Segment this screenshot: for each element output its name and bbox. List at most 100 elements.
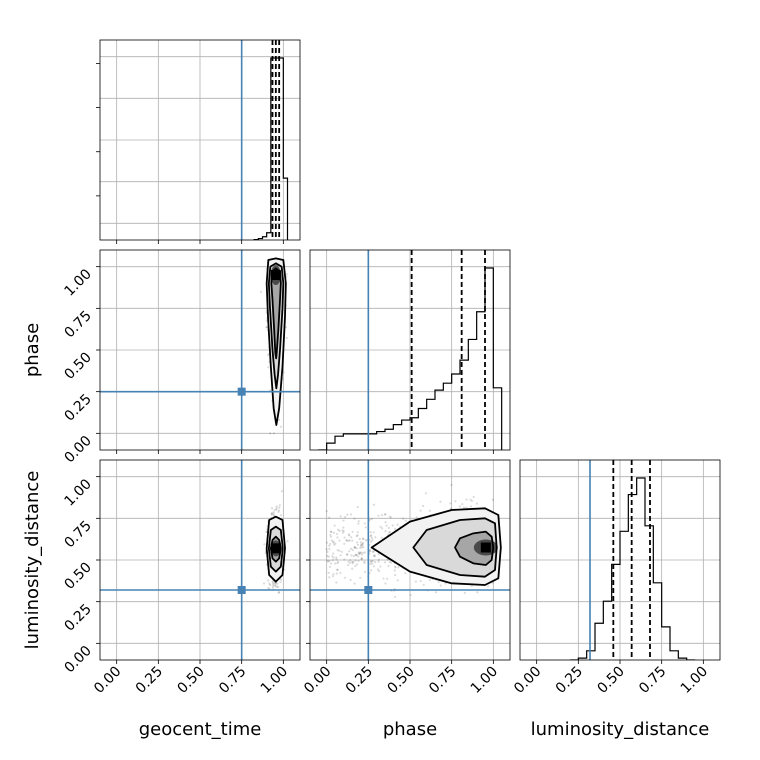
panel-phase-vs-luminosity-distance-sample bbox=[372, 531, 375, 534]
panel-phase-vs-luminosity-distance-sample bbox=[354, 546, 357, 549]
panel-phase-vs-luminosity-distance-sample bbox=[346, 513, 349, 516]
panel-phase-vs-luminosity-distance-sample bbox=[338, 549, 341, 552]
panel-geocent-time-vs-phase-sample bbox=[279, 425, 282, 428]
panel-phase-vs-luminosity-distance-sample bbox=[343, 558, 346, 561]
panel-phase-vs-luminosity-distance-sample bbox=[364, 526, 367, 529]
hist-luminosity-distance-xtick-label-4: 1.00 bbox=[678, 664, 711, 697]
panel-phase-vs-luminosity-distance-sample bbox=[361, 543, 364, 546]
panel-phase-vs-luminosity-distance-panel: 0.00 0.25 0.50 0.75 1.00 bbox=[301, 459, 511, 697]
panel-phase-vs-luminosity-distance-sample bbox=[361, 551, 365, 554]
panel-phase-vs-luminosity-distance-sample bbox=[469, 498, 472, 501]
panel-phase-vs-luminosity-distance-sample bbox=[384, 530, 387, 533]
panel-phase-vs-luminosity-distance-sample bbox=[369, 535, 372, 538]
panel-phase-vs-luminosity-distance-sample bbox=[470, 584, 473, 587]
panel-geocent-time-vs-phase-sample bbox=[278, 418, 281, 422]
panel-phase-vs-luminosity-distance-sample bbox=[336, 562, 339, 565]
panel-phase-vs-luminosity-distance-sample bbox=[356, 534, 359, 537]
panel-phase-vs-luminosity-distance-sample bbox=[329, 533, 332, 537]
panel-phase-vs-luminosity-distance-sample bbox=[342, 526, 345, 529]
panel-phase-vs-luminosity-distance-sample bbox=[331, 559, 334, 562]
panel-phase-vs-luminosity-distance-sample bbox=[355, 563, 359, 566]
panel-phase-vs-luminosity-distance-sample bbox=[450, 483, 453, 487]
panel-phase-vs-luminosity-distance-sample bbox=[332, 552, 335, 555]
panel-phase-vs-luminosity-distance-sample bbox=[347, 533, 350, 536]
labels-layer: geocent_time phase luminosity_distance p… bbox=[22, 323, 709, 740]
hist-geocent-time-steps bbox=[253, 57, 289, 240]
panel-phase-vs-luminosity-distance-sample bbox=[348, 561, 351, 565]
panel-geocent-time-vs-luminosity-distance-sample bbox=[271, 581, 274, 584]
panel-geocent-time-vs-luminosity-distance-sample bbox=[267, 579, 270, 582]
panel-phase-vs-luminosity-distance-sample bbox=[336, 549, 339, 552]
y-axis-label-phase: phase bbox=[22, 323, 43, 377]
panel-phase-vs-luminosity-distance-sample bbox=[349, 513, 353, 516]
panel-phase-vs-luminosity-distance-sample bbox=[350, 554, 353, 557]
panel-phase-vs-luminosity-distance-sample bbox=[347, 539, 350, 542]
panel-geocent-time-vs-luminosity-distance-sample bbox=[278, 590, 281, 594]
panel-phase-vs-luminosity-distance-sample bbox=[384, 521, 387, 524]
panel-phase-vs-luminosity-distance-sample bbox=[462, 506, 466, 509]
panel-phase-vs-luminosity-distance-sample bbox=[424, 492, 427, 495]
panel-geocent-time-vs-luminosity-distance-ytick-label-3: 0.75 bbox=[61, 518, 94, 551]
panel-phase-vs-luminosity-distance-sample bbox=[419, 509, 422, 512]
panel-geocent-time-vs-luminosity-distance-sample bbox=[272, 511, 275, 514]
panel-geocent-time-vs-luminosity-distance-sample bbox=[268, 582, 271, 585]
panel-phase-vs-luminosity-distance-sample bbox=[487, 585, 490, 588]
panel-phase-vs-luminosity-distance-clipped bbox=[325, 483, 502, 598]
panel-geocent-time-vs-luminosity-distance-sample bbox=[272, 512, 275, 515]
panel-phase-vs-luminosity-distance-sample bbox=[415, 516, 418, 519]
panel-phase-vs-luminosity-distance-sample bbox=[380, 536, 383, 539]
panel-phase-vs-luminosity-distance-sample bbox=[328, 565, 331, 568]
panel-phase-vs-luminosity-distance-sample bbox=[369, 560, 372, 563]
panel-phase-vs-luminosity-distance-sample bbox=[409, 593, 412, 597]
panel-geocent-time-vs-luminosity-distance-contour-1 bbox=[267, 525, 284, 573]
hist-geocent-time-panel bbox=[96, 39, 301, 244]
panel-phase-vs-luminosity-distance-sample bbox=[363, 570, 367, 573]
panel-phase-vs-luminosity-distance-sample bbox=[387, 531, 391, 534]
hist-luminosity-distance-xtick-label-0: 0.00 bbox=[511, 664, 544, 697]
panel-phase-vs-luminosity-distance-xtick-label-3: 0.75 bbox=[426, 664, 459, 697]
panel-phase-vs-luminosity-distance-sample bbox=[359, 544, 363, 547]
panel-geocent-time-vs-phase-clipped bbox=[259, 257, 288, 435]
hist-phase-steps bbox=[318, 267, 503, 450]
panel-phase-vs-luminosity-distance-sample bbox=[458, 505, 461, 508]
panel-phase-vs-luminosity-distance-sample bbox=[354, 554, 357, 557]
panel-phase-vs-luminosity-distance-sample bbox=[329, 562, 333, 565]
panel-geocent-time-vs-luminosity-distance-sample bbox=[270, 512, 273, 515]
panel-geocent-time-vs-phase-ytick-label-4: 1.00 bbox=[61, 266, 94, 299]
panel-phase-vs-luminosity-distance-sample bbox=[383, 561, 387, 564]
panel-phase-vs-luminosity-distance-sample bbox=[393, 565, 397, 568]
panel-phase-vs-luminosity-distance-sample bbox=[355, 547, 358, 550]
panel-geocent-time-vs-luminosity-distance-sample bbox=[262, 582, 266, 585]
hist-luminosity-distance-xtick-label-1: 0.25 bbox=[553, 664, 586, 697]
panel-geocent-time-vs-luminosity-distance-xtick-label-2: 0.50 bbox=[174, 664, 207, 697]
panel-geocent-time-vs-luminosity-distance-sample bbox=[263, 543, 266, 546]
panel-phase-vs-luminosity-distance-sample bbox=[348, 539, 351, 542]
panel-geocent-time-vs-luminosity-distance-sample bbox=[275, 507, 278, 510]
panel-phase-vs-luminosity-distance-sample bbox=[329, 535, 332, 538]
panel-phase-vs-luminosity-distance-sample bbox=[371, 539, 374, 542]
panel-phase-vs-luminosity-distance-sample bbox=[373, 555, 377, 558]
panel-geocent-time-vs-luminosity-distance-ytick-label-1: 0.25 bbox=[61, 601, 94, 634]
panel-phase-vs-luminosity-distance-peak-marker bbox=[480, 542, 491, 553]
panel-phase-vs-luminosity-distance-sample bbox=[335, 532, 339, 536]
panel-phase-vs-luminosity-distance-sample bbox=[355, 553, 358, 556]
panel-phase-vs-luminosity-distance-sample bbox=[414, 580, 417, 583]
panel-phase-vs-luminosity-distance-sample bbox=[381, 527, 384, 530]
panel-phase-vs-luminosity-distance-sample bbox=[469, 505, 473, 508]
panel-phase-vs-luminosity-distance-sample bbox=[332, 556, 335, 559]
panel-phase-vs-luminosity-distance-sample bbox=[334, 562, 337, 565]
panel-phase-vs-luminosity-distance-sample bbox=[333, 524, 336, 527]
panel-phase-vs-luminosity-distance-sample bbox=[354, 559, 357, 562]
panel-phase-vs-luminosity-distance-sample bbox=[373, 561, 377, 564]
panel-phase-vs-luminosity-distance-sample bbox=[331, 574, 334, 578]
panel-phase-vs-luminosity-distance-sample bbox=[422, 583, 425, 587]
panel-geocent-time-vs-phase-ytick-label-1: 0.25 bbox=[61, 391, 94, 424]
panel-phase-vs-luminosity-distance-sample bbox=[475, 502, 479, 505]
panel-phase-vs-luminosity-distance-sample bbox=[359, 551, 362, 555]
panel-phase-vs-luminosity-distance-sample bbox=[335, 572, 339, 575]
panel-phase-vs-luminosity-distance-sample bbox=[361, 537, 365, 540]
panel-geocent-time-vs-phase-peak-marker bbox=[270, 270, 281, 280]
panel-phase-vs-luminosity-distance-xtick-label-1: 0.25 bbox=[343, 664, 376, 697]
panel-phase-vs-luminosity-distance-sample bbox=[389, 561, 393, 564]
panel-phase-vs-luminosity-distance-sample bbox=[327, 560, 330, 563]
